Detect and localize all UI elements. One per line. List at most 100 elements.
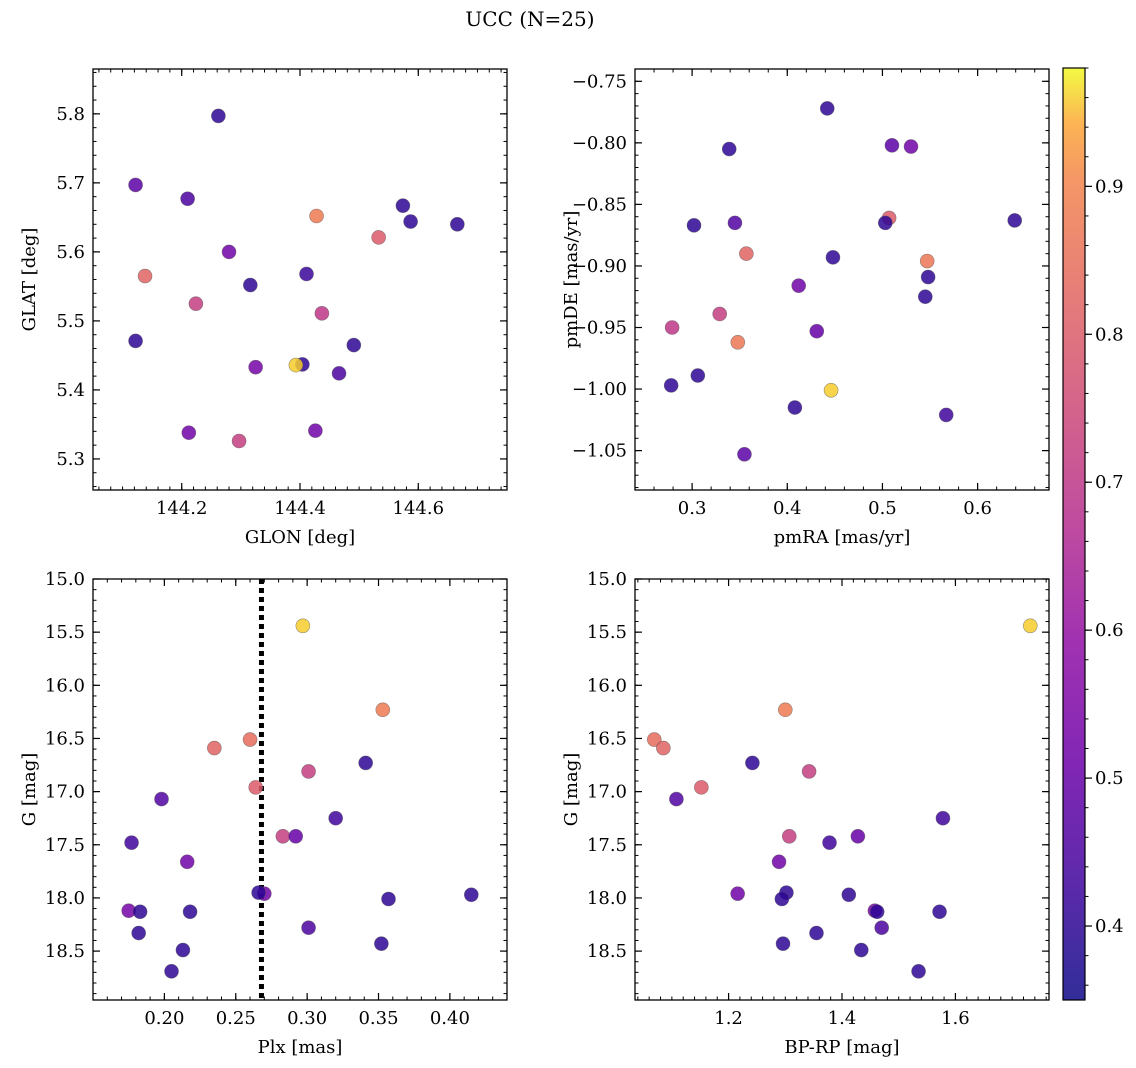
y-tick-label: 17.5: [587, 835, 627, 856]
axes-frame: [634, 578, 1050, 1001]
data-point: [745, 755, 760, 771]
data-point: [775, 936, 791, 951]
scatter-panel: 0.20 0.25 0.30 0.35 0.40 15.0 15.5 16.0 16.5 17.0…: [19, 569, 508, 1058]
data-point: [242, 732, 258, 747]
x-tick-label: 0.35: [358, 1008, 398, 1029]
figure-title: UCC (N=25): [465, 7, 594, 31]
y-tick-label: 18.0: [587, 888, 627, 909]
x-tick-label: 144.6: [393, 498, 445, 519]
data-point: [771, 854, 787, 870]
data-point: [938, 407, 954, 423]
y-axis-label: GLAT [deg]: [19, 228, 40, 332]
data-point: [295, 618, 311, 634]
data-point: [932, 904, 947, 920]
scatter-panel: 144.2 144.4 144.6 5.3 5.4 5.5 5.6 5.7 5.8 GLON [d…: [19, 68, 508, 548]
y-tick-label: 5.3: [56, 449, 85, 470]
data-point: [288, 357, 304, 373]
colorbar-tick-label: 0.6: [1095, 620, 1124, 641]
x-tick-label: 0.3: [678, 498, 707, 519]
data-point: [371, 230, 386, 245]
data-point: [137, 268, 153, 284]
y-tick-label: 5.4: [56, 380, 85, 401]
colorbar-tick-label: 0.7: [1095, 472, 1124, 493]
y-tick-label: 16.5: [587, 728, 627, 749]
data-point: [288, 828, 304, 844]
data-point: [251, 885, 266, 900]
data-point: [825, 250, 841, 265]
data-point: [911, 963, 926, 979]
data-point: [243, 277, 258, 293]
data-point: [850, 828, 866, 844]
data-point: [809, 925, 824, 941]
data-point: [207, 740, 222, 756]
data-point: [131, 925, 146, 941]
x-axis-label: pmRA [mas/yr]: [774, 527, 911, 548]
data-point: [124, 835, 139, 850]
x-tick-label: 0.6: [963, 498, 992, 519]
data-point: [299, 266, 314, 282]
y-tick-label: 17.0: [587, 782, 627, 803]
data-point: [730, 334, 746, 350]
data-point: [331, 366, 347, 381]
data-point: [663, 378, 679, 393]
x-tick-label: 1.4: [828, 1008, 857, 1029]
data-point: [132, 904, 148, 920]
x-tick-label: 0.25: [216, 1008, 256, 1029]
data-point: [314, 306, 330, 321]
data-point: [374, 936, 389, 951]
colorbar-gradient: [1063, 68, 1085, 1000]
scatter-panel: 0.3 0.4 0.5 0.6 −1.05 −1.00 −0.95 −0.90 −0.85 −0.…: [561, 68, 1050, 548]
data-point: [464, 887, 479, 903]
data-point: [809, 323, 825, 339]
y-tick-label: −0.85: [572, 194, 627, 215]
data-point: [128, 177, 143, 193]
data-point: [694, 780, 709, 795]
data-point: [664, 320, 680, 335]
data-point: [450, 216, 465, 232]
data-point: [801, 764, 817, 779]
y-axis-label: G [mag]: [561, 753, 582, 826]
data-point: [920, 269, 936, 285]
y-tick-label: 15.0: [587, 569, 627, 590]
data-point: [878, 215, 893, 231]
x-tick-label: 0.40: [430, 1008, 470, 1029]
x-tick-label: 0.5: [868, 498, 897, 519]
x-tick-label: 144.2: [156, 498, 208, 519]
data-point: [874, 920, 889, 936]
colorbar-tick-label: 0.9: [1095, 176, 1124, 197]
data-point: [737, 447, 752, 462]
x-tick-label: 1.2: [714, 1008, 743, 1029]
data-point: [935, 810, 951, 826]
colorbar-tick-label: 0.5: [1095, 768, 1124, 789]
data-point: [781, 828, 797, 844]
y-axis-label: pmDE [mas/yr]: [561, 211, 582, 349]
axes-frame: [92, 68, 508, 491]
data-point: [231, 433, 247, 449]
data-point: [777, 702, 793, 718]
data-point: [884, 138, 900, 153]
data-point: [328, 810, 343, 826]
x-axis-label: BP-RP [mag]: [784, 1037, 899, 1058]
data-point: [309, 208, 324, 224]
y-tick-label: −1.05: [572, 441, 627, 462]
y-tick-label: 17.5: [45, 835, 85, 856]
y-tick-label: 17.0: [45, 782, 85, 803]
data-point: [188, 296, 204, 311]
data-point: [1022, 618, 1038, 634]
colorbar-frame: [1062, 67, 1086, 1001]
y-tick-label: 16.0: [45, 675, 85, 696]
y-tick-label: 18.0: [45, 888, 85, 909]
data-point: [375, 702, 391, 718]
x-tick-label: 144.4: [274, 498, 326, 519]
y-tick-label: 16.0: [587, 675, 627, 696]
data-point: [686, 218, 702, 233]
data-point: [822, 835, 837, 850]
data-point: [179, 854, 195, 870]
data-point: [182, 904, 198, 920]
panels: 144.2 144.4 144.6 5.3 5.4 5.5 5.6 5.7 5.8 GLON [d…: [19, 68, 1050, 1058]
data-point: [346, 337, 362, 353]
data-point: [841, 887, 857, 903]
data-point: [164, 963, 179, 979]
y-tick-label: −1.00: [572, 379, 627, 400]
